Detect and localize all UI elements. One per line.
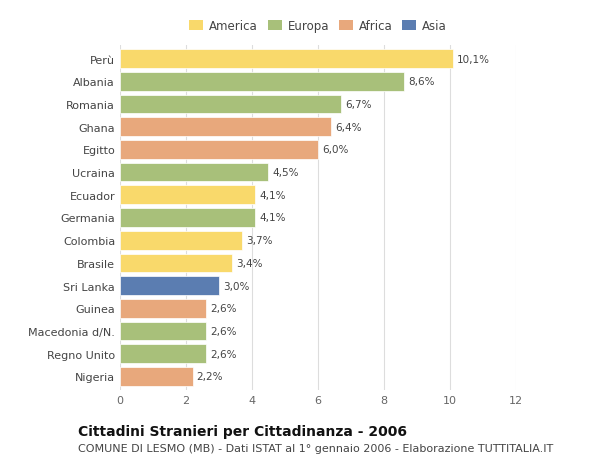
Text: 8,6%: 8,6% — [408, 77, 434, 87]
Text: Cittadini Stranieri per Cittadinanza - 2006: Cittadini Stranieri per Cittadinanza - 2… — [78, 425, 407, 438]
Text: 2,2%: 2,2% — [197, 372, 223, 381]
Bar — [120, 299, 206, 318]
Text: 10,1%: 10,1% — [457, 55, 490, 64]
Bar — [120, 141, 318, 159]
Text: COMUNE DI LESMO (MB) - Dati ISTAT al 1° gennaio 2006 - Elaborazione TUTTITALIA.I: COMUNE DI LESMO (MB) - Dati ISTAT al 1° … — [78, 443, 553, 453]
Bar — [120, 345, 206, 363]
Bar — [120, 50, 453, 69]
Bar — [120, 73, 404, 91]
Bar — [120, 254, 232, 273]
Bar — [120, 231, 242, 250]
Text: 6,4%: 6,4% — [335, 123, 362, 133]
Bar — [120, 118, 331, 137]
Bar — [120, 367, 193, 386]
Text: 2,6%: 2,6% — [210, 303, 236, 313]
Text: 2,6%: 2,6% — [210, 349, 236, 359]
Bar — [120, 277, 219, 295]
Legend: America, Europa, Africa, Asia: America, Europa, Africa, Asia — [187, 17, 449, 35]
Bar — [120, 186, 255, 205]
Text: 3,0%: 3,0% — [223, 281, 250, 291]
Text: 3,7%: 3,7% — [246, 235, 272, 246]
Bar — [120, 95, 341, 114]
Text: 3,4%: 3,4% — [236, 258, 263, 269]
Bar — [120, 322, 206, 341]
Text: 4,1%: 4,1% — [259, 213, 286, 223]
Text: 6,0%: 6,0% — [322, 145, 349, 155]
Bar — [120, 209, 255, 227]
Text: 4,5%: 4,5% — [272, 168, 299, 178]
Bar — [120, 163, 268, 182]
Text: 6,7%: 6,7% — [345, 100, 371, 110]
Text: 2,6%: 2,6% — [210, 326, 236, 336]
Text: 4,1%: 4,1% — [259, 190, 286, 201]
